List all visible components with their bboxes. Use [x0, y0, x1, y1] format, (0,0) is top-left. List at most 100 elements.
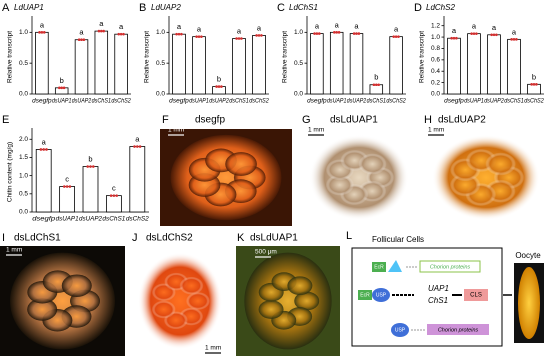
- chart-title: LdUAP1: [14, 3, 44, 12]
- usp-label: USP: [395, 327, 406, 333]
- scale-label: 1 mm: [308, 127, 324, 134]
- y-tick-label: 2.0: [19, 136, 28, 143]
- data-dot: [215, 85, 218, 88]
- photo-caption: dsLdUAP1: [250, 233, 298, 244]
- y-tick-label: 1.0: [19, 29, 28, 36]
- x-tick-label: dsUAP1: [327, 99, 346, 105]
- panel-label: F: [162, 114, 169, 126]
- chorion-label: Chorion proteins: [430, 264, 471, 270]
- specimen-lobe: [225, 152, 257, 176]
- significance-letter: b: [532, 72, 536, 81]
- specimen: [432, 134, 540, 221]
- y-tick-label: 0.5: [156, 60, 165, 67]
- data-dot: [119, 32, 123, 36]
- data-dot: [532, 83, 536, 86]
- x-tick-label: dsUAP2: [484, 99, 504, 105]
- significance-letter: c: [65, 175, 69, 184]
- x-tick-label: dsChS1: [504, 99, 524, 105]
- panel-label: I: [2, 232, 5, 244]
- chorion-box: [427, 324, 489, 335]
- data-dot: [455, 36, 458, 40]
- specimen-lobe: [287, 276, 313, 296]
- specimen: [10, 252, 115, 350]
- x-tick-label: dsegfp: [32, 217, 56, 223]
- oocyte: [518, 267, 540, 339]
- oocyte-label: Oocyte: [515, 251, 541, 260]
- data-dot: [237, 37, 241, 40]
- significance-letter: a: [237, 26, 242, 35]
- specimen-lobe: [294, 291, 320, 311]
- bar: [467, 33, 481, 95]
- data-dot: [397, 35, 400, 38]
- bar: [35, 31, 49, 95]
- x-tick-label: dsChS2: [524, 99, 544, 105]
- data-dot: [42, 148, 45, 151]
- data-dot: [180, 32, 183, 36]
- bar: [59, 186, 75, 213]
- data-dot: [335, 31, 339, 34]
- x-tick-label: dsUAP2: [347, 99, 367, 105]
- data-dot: [58, 86, 61, 90]
- data-dot: [352, 32, 356, 35]
- data-dot: [220, 85, 223, 88]
- data-dot: [510, 38, 513, 41]
- data-dot: [197, 35, 201, 38]
- chart-title: LdChS2: [426, 3, 455, 12]
- x-tick-label: dsChS2: [249, 99, 269, 105]
- significance-letter: b: [88, 155, 92, 164]
- y-axis-label: Chitin content (mg/g): [7, 142, 14, 202]
- y-tick-label: 0.6: [431, 57, 440, 64]
- significance-letter: a: [79, 28, 84, 37]
- panel-label: A: [2, 2, 10, 14]
- significance-letter: a: [257, 23, 262, 32]
- data-dot: [122, 32, 125, 36]
- significance-letter: b: [374, 73, 378, 82]
- data-dot: [492, 33, 496, 37]
- specimen: [244, 252, 332, 350]
- specimen-lobe: [485, 152, 516, 176]
- data-dot: [200, 35, 203, 38]
- bar: [252, 35, 266, 95]
- y-tick-label: 0.0: [19, 209, 28, 216]
- specimen: [309, 134, 409, 221]
- data-dot: [372, 83, 376, 87]
- bar: [232, 38, 246, 95]
- data-dot: [315, 32, 319, 35]
- data-dot: [337, 31, 341, 34]
- y-tick-label: 0.0: [19, 91, 28, 98]
- ecr-label: EcR: [374, 264, 384, 270]
- significance-letter: a: [42, 137, 47, 146]
- significance-letter: a: [492, 23, 497, 32]
- x-tick-label: dsChS1: [92, 99, 111, 105]
- data-dot: [86, 165, 89, 168]
- data-dot: [317, 32, 321, 35]
- bar: [35, 149, 52, 213]
- x-tick-label: dsChS2: [386, 99, 406, 105]
- significance-letter: a: [452, 26, 457, 35]
- data-dot: [117, 32, 121, 36]
- data-dot: [38, 31, 41, 34]
- data-dot: [39, 148, 43, 151]
- panel-label: G: [302, 114, 311, 126]
- significance-letter: a: [99, 19, 104, 28]
- significance-letter: b: [60, 76, 64, 85]
- y-tick-label: 1.0: [431, 34, 440, 41]
- data-dot: [475, 32, 478, 35]
- y-tick-label: 0.4: [431, 68, 440, 75]
- data-dot: [530, 83, 533, 86]
- y-axis-label: Relative transcript: [144, 31, 151, 83]
- bar: [527, 83, 541, 95]
- x-tick-label: dsUAP1: [464, 99, 484, 105]
- chorion-box: [419, 260, 481, 273]
- significance-letter: a: [177, 22, 182, 31]
- data-dot: [472, 32, 476, 35]
- panel-label: J: [132, 232, 138, 244]
- bar: [487, 34, 501, 95]
- significance-letter: a: [197, 25, 202, 34]
- data-dot: [217, 85, 221, 88]
- data-dot: [80, 38, 83, 42]
- specimen-lobe: [179, 276, 204, 295]
- bar: [129, 146, 146, 213]
- significance-letter: a: [354, 22, 359, 31]
